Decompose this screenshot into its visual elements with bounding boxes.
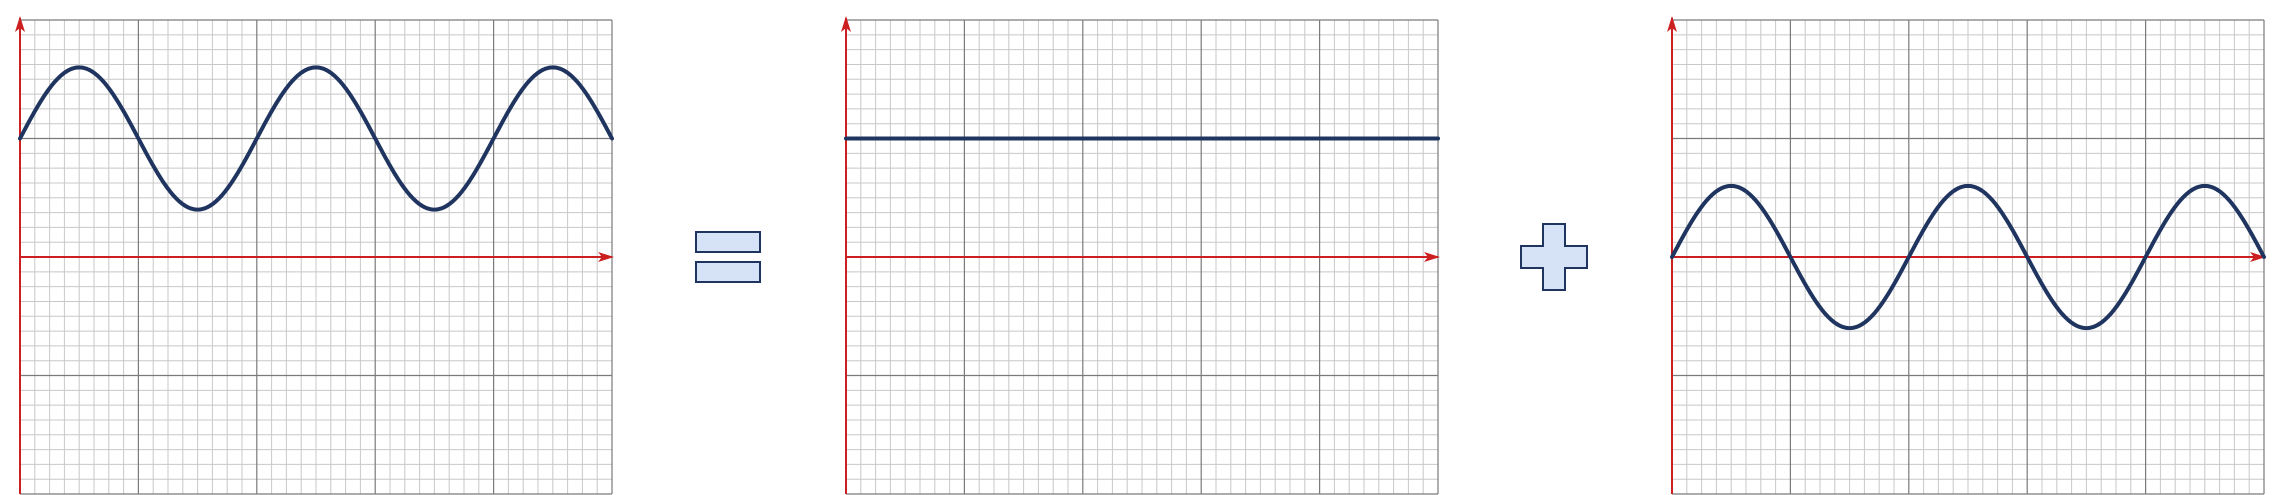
y-axis-arrow: [15, 16, 25, 32]
y-axis-arrow: [1667, 16, 1677, 32]
axes: [15, 16, 614, 494]
axes: [841, 16, 1440, 494]
series-curve-sine-wave: [1670, 183, 2266, 331]
equals-bar-top: [695, 231, 761, 253]
y-axis-arrow: [841, 16, 851, 32]
x-axis-arrow: [2250, 252, 2266, 262]
plus-sign-icon: [1520, 223, 1588, 291]
panel-sine-wave: [1667, 16, 2266, 495]
equals-sign-icon: [695, 231, 761, 283]
series-curve-combined-wave: [18, 65, 614, 212]
panel-constant-level: [841, 16, 1440, 495]
equals-bar-bottom: [695, 261, 761, 283]
axes: [1667, 16, 2266, 494]
plus-shape: [1520, 223, 1588, 291]
x-axis-arrow: [1424, 252, 1440, 262]
panel-combined-wave: [15, 16, 614, 495]
x-axis-arrow: [598, 252, 614, 262]
